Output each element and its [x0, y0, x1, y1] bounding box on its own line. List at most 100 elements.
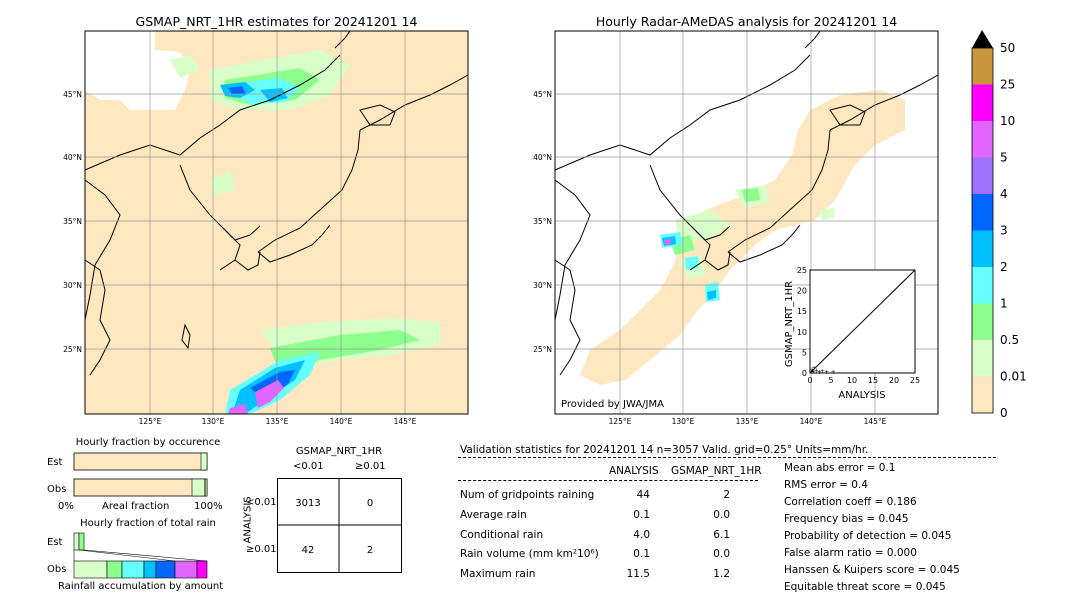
score-far: False alarm ratio = 0.000 [784, 547, 917, 559]
validation-row-label-2: Conditional rain [460, 529, 544, 541]
score-hk: Hanssen & Kuipers score = 0.045 [784, 564, 960, 576]
score-mae: Mean abs error = 0.1 [784, 462, 896, 474]
colorbar-label-5: 3 [1000, 224, 1008, 238]
validation-row-g-1: 0.0 [713, 509, 730, 521]
total-obs-seg-4 [143, 560, 157, 579]
total-link-2 [78, 549, 176, 562]
right-map-frame [554, 30, 939, 415]
validation-row-a-3: 0.1 [633, 548, 650, 560]
contingency-cell-11: 2 [367, 545, 373, 556]
inset-points: +++++ + +++ [809, 365, 836, 376]
inset-ytick-4: 20 [797, 287, 807, 296]
contingency-row-ge: ≥0.01 [246, 544, 277, 555]
colorbar-block-8 [972, 340, 993, 377]
inset-point-0: + [809, 369, 814, 376]
inset-scatter: +++++ + +++ 0 5 10 15 20 25 0 5 10 15 20 25 ANALYSIS… [784, 266, 920, 401]
validation-col-analysis: ANALYSIS [609, 465, 659, 477]
right-map-coastline [554, 30, 939, 376]
validation-row-g-2: 6.1 [713, 529, 730, 541]
left-map-frame [84, 30, 469, 415]
colorbar-label-8: 0.5 [1000, 333, 1019, 347]
right-map-lon-labels: 125°E 130°E 135°E 140°E 145°E [609, 417, 887, 426]
inset-point-8: + [810, 367, 815, 374]
colorbar-label-7: 1 [1000, 297, 1008, 311]
right-map-credit: Provided by JWA/JMA [561, 399, 664, 410]
inset-point-4: + [820, 368, 825, 375]
inset-point-7: + [812, 365, 817, 372]
inset-point-6: + [831, 369, 836, 376]
colorbar-block-0 [972, 48, 993, 85]
occurrence-est-rain [200, 452, 208, 471]
validation-row-a-0: 44 [636, 489, 650, 501]
right-lat-45: 45°N [533, 90, 552, 99]
inset-point-5: + [824, 369, 829, 376]
colorbar-label-9: 0.01 [1000, 370, 1027, 384]
inset-xtick-4: 20 [889, 376, 899, 385]
inset-xtick-0: 0 [807, 376, 812, 385]
colorbar-label-1: 25 [1000, 78, 1015, 92]
validation-row-g-0: 2 [723, 489, 730, 501]
colorbar-block-3 [972, 157, 993, 194]
right-lon-135: 135°E [736, 417, 759, 426]
left-lat-40: 40°N [63, 153, 82, 162]
left-lon-130: 130°E [202, 417, 225, 426]
left-map-coastline [84, 30, 469, 376]
colorbar-label-4: 4 [1000, 187, 1008, 201]
inset-xtick-5: 25 [910, 376, 920, 385]
right-lat-25: 25°N [533, 345, 552, 354]
contingency-cell-00: 3013 [295, 498, 320, 509]
score-ets: Equitable threat score = 0.045 [784, 581, 946, 593]
inset-ytick-5: 25 [797, 266, 807, 275]
inset-point-3: + [817, 369, 822, 376]
colorbar-blocks [972, 48, 993, 413]
total-axis-label: Rainfall accumulation by amount [58, 581, 224, 592]
occurrence-axis-100: 100% [194, 501, 223, 512]
total-obs-seg-3 [121, 560, 145, 579]
inset-ytick-3: 15 [797, 307, 807, 316]
inset-diagonal [809, 269, 916, 374]
contingency-col-title: GSMAP_NRT_1HR [295, 446, 383, 457]
left-lon-145: 145°E [394, 417, 417, 426]
contingency-table: 3013 0 42 2 [277, 478, 402, 573]
inset-xtick-2: 10 [847, 376, 857, 385]
contingency-row-title: ANALYSIS [242, 496, 254, 544]
contingency-cell-01: 0 [367, 498, 373, 509]
right-map-title: Hourly Radar-AMeDAS analysis for 2024120… [595, 14, 898, 29]
left-lon-140: 140°E [330, 417, 353, 426]
total-obs-seg-1 [73, 560, 108, 579]
colorbar-labels: 50 25 10 5 4 3 2 1 0.5 0.01 0 [1000, 41, 1027, 420]
right-map-lat-labels: 45°N 40°N 35°N 30°N 25°N [533, 90, 552, 354]
left-lat-30: 30°N [63, 281, 82, 290]
right-lon-145: 145°E [864, 417, 887, 426]
total-est-seg-1 [73, 532, 80, 551]
left-map: 45°N 40°N 35°N 30°N 25°N 125°E 130°E 135… [63, 30, 469, 426]
occurrence-obs-bar [73, 478, 208, 497]
total-obs-seg-2 [106, 560, 123, 579]
colorbar-block-7 [972, 303, 993, 340]
colorbar: 50 25 10 5 4 3 2 1 0.5 0.01 0 [971, 30, 1027, 420]
total-row-est: Est [47, 537, 63, 548]
left-lat-45: 45°N [63, 90, 82, 99]
right-lon-140: 140°E [800, 417, 823, 426]
inset-y-ticks: 0 5 10 15 20 25 [797, 266, 807, 378]
inset-xlabel: ANALYSIS [838, 390, 885, 401]
occurrence-row-obs: Obs [47, 484, 67, 495]
score-correlation: Correlation coeff = 0.186 [784, 496, 917, 508]
occurrence-axis-label: Areal fraction [102, 501, 170, 512]
left-lat-25: 25°N [63, 345, 82, 354]
left-lon-135: 135°E [266, 417, 289, 426]
occurrence-bars [73, 452, 208, 497]
contingency-col-lt: <0.01 [293, 461, 324, 472]
inset-point-1: + [811, 368, 816, 375]
total-obs-seg-5 [155, 560, 176, 579]
inset-ytick-0: 0 [802, 369, 807, 378]
validation-col-rule [458, 480, 758, 481]
validation-col-gsmap: GSMAP_NRT_1HR [671, 465, 762, 477]
total-bars [73, 532, 208, 579]
colorbar-label-0: 50 [1000, 41, 1015, 55]
contingency-col-ge: ≥0.01 [355, 461, 386, 472]
colorbar-block-5 [972, 230, 993, 267]
occurrence-obs-rain [191, 478, 208, 497]
total-link-1 [83, 549, 208, 562]
validation-row-label-3: Rain volume (mm km²10⁶) [460, 548, 599, 560]
